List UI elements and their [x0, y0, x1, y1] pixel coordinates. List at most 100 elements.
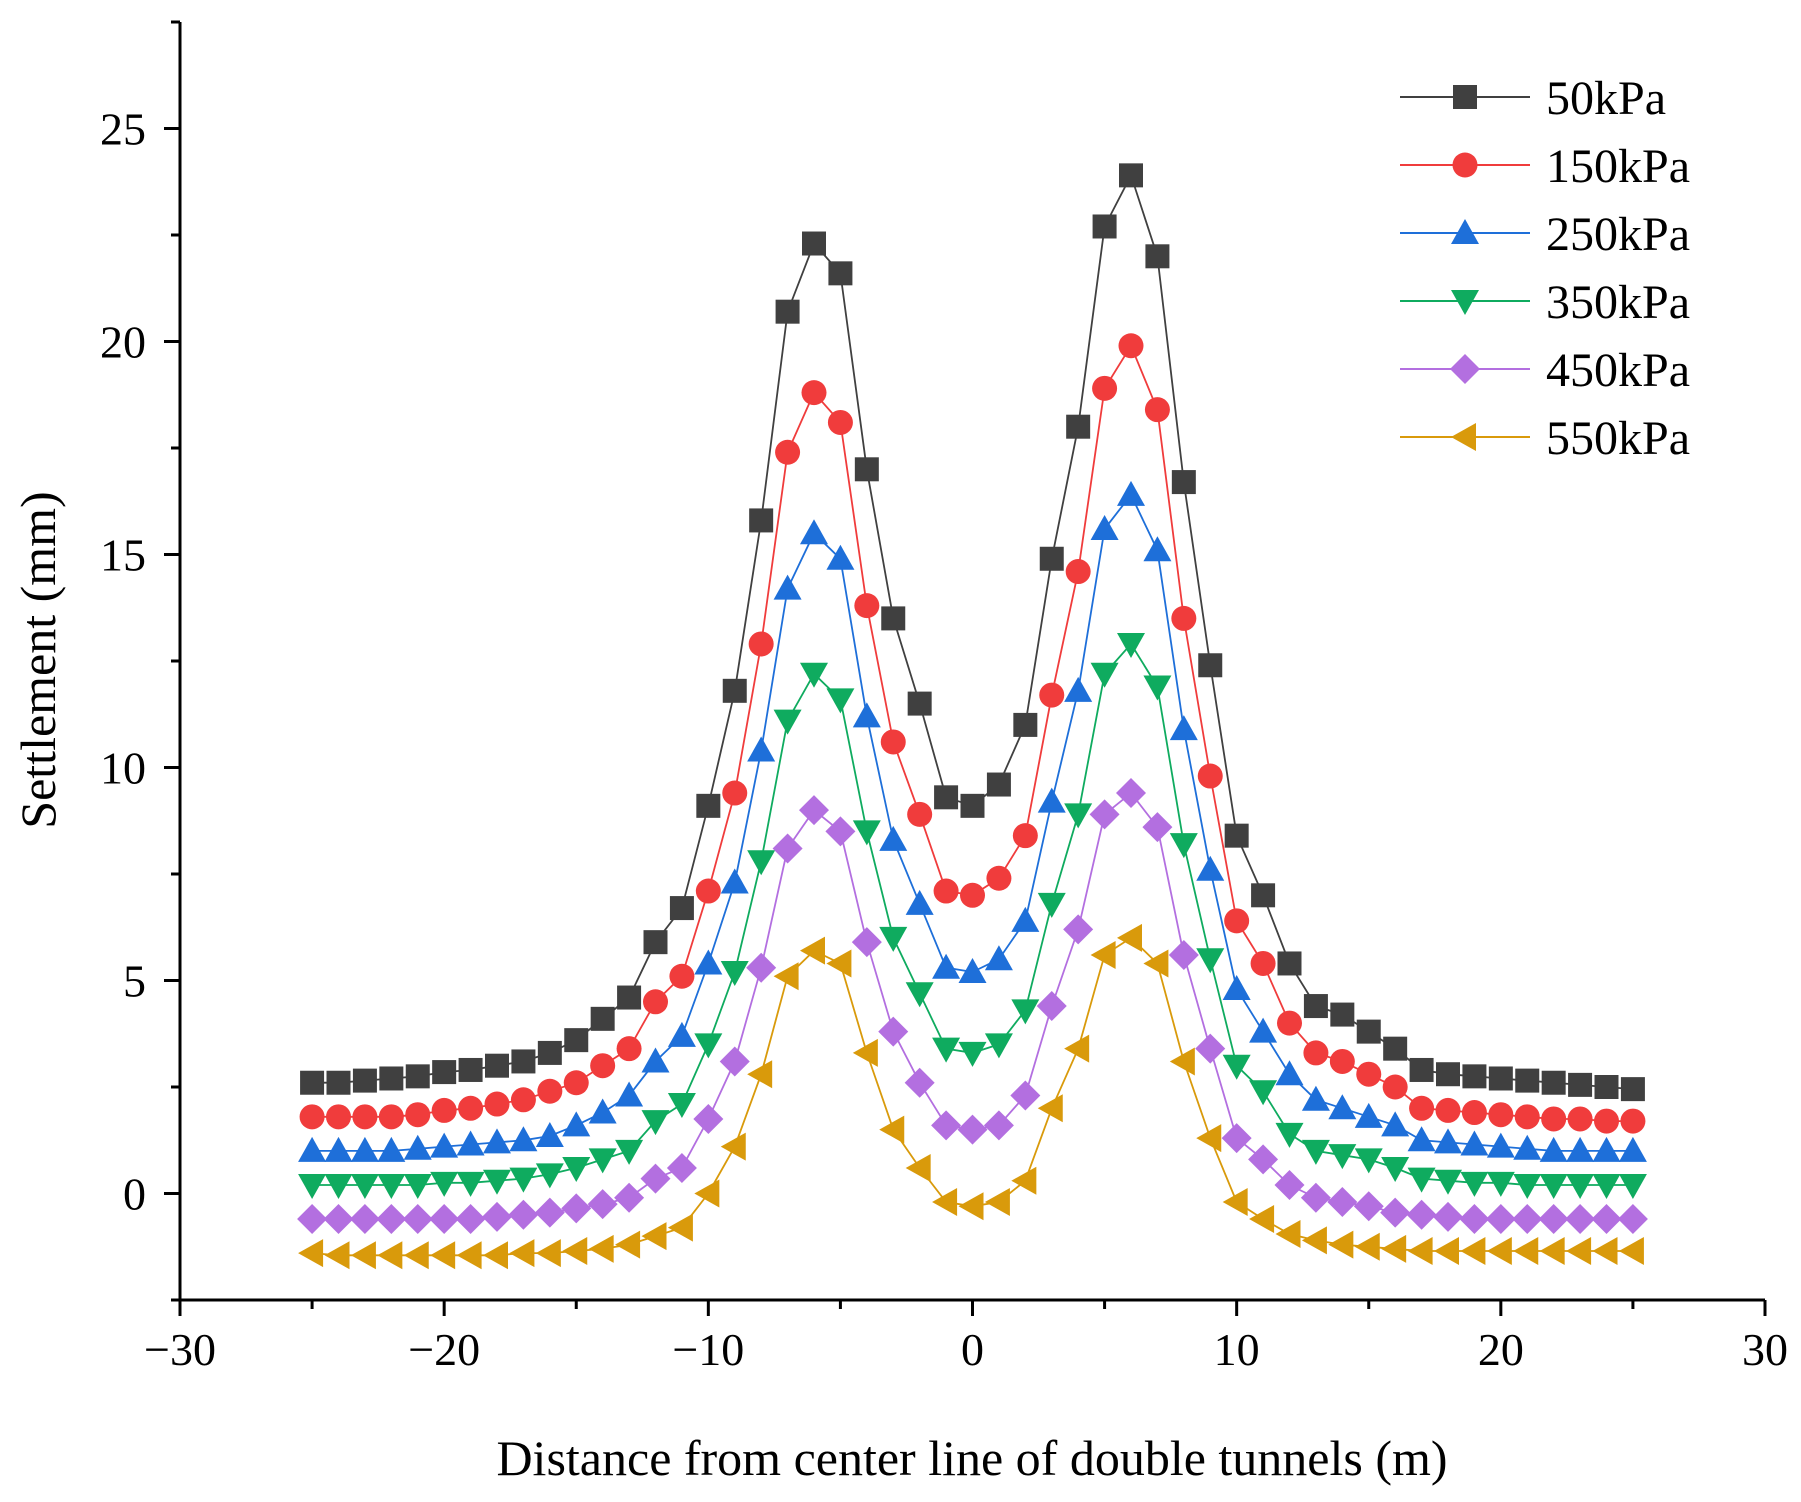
- series-150kPa: [299, 333, 1646, 1134]
- data-point: [1488, 1102, 1514, 1128]
- data-point: [1118, 333, 1144, 359]
- data-point: [1568, 1072, 1593, 1097]
- data-point: [1090, 662, 1119, 688]
- legend-item: 450kPa: [1400, 344, 1690, 397]
- data-point: [1117, 632, 1145, 658]
- data-point: [455, 1204, 486, 1235]
- data-point: [324, 1241, 350, 1270]
- data-point: [800, 936, 825, 965]
- data-point: [1513, 1134, 1542, 1160]
- data-point: [326, 1104, 351, 1130]
- data-point: [694, 1179, 720, 1208]
- data-point: [1381, 1234, 1407, 1263]
- data-point: [1116, 778, 1146, 809]
- data-point: [747, 736, 776, 762]
- data-point: [537, 1078, 563, 1104]
- data-point: [1013, 712, 1038, 737]
- data-point: [323, 1204, 354, 1235]
- data-point: [1330, 1002, 1355, 1027]
- data-point: [1011, 999, 1040, 1025]
- data-point: [957, 1114, 988, 1145]
- data-point: [984, 1033, 1013, 1059]
- data-point: [561, 1193, 592, 1224]
- legend-label: 150kPa: [1546, 140, 1690, 193]
- series-450kPa: [297, 778, 1648, 1235]
- x-tick-label: 0: [961, 1324, 984, 1375]
- data-point: [986, 865, 1012, 891]
- data-point: [1620, 1108, 1646, 1134]
- data-point: [1248, 1144, 1279, 1175]
- data-point: [1539, 1173, 1568, 1199]
- data-point: [1407, 1167, 1436, 1193]
- data-point: [667, 1021, 696, 1047]
- data-point: [1539, 1136, 1568, 1162]
- data-point: [693, 1103, 724, 1134]
- data-point: [1407, 1237, 1433, 1266]
- data-point: [1409, 1057, 1434, 1082]
- legend-label: 550kPa: [1546, 412, 1690, 465]
- data-point: [1169, 1047, 1195, 1076]
- legend-marker: [1451, 219, 1479, 244]
- legend-item: 550kPa: [1400, 412, 1690, 465]
- data-point: [1354, 1148, 1383, 1174]
- data-point: [537, 1040, 562, 1065]
- data-point: [934, 785, 959, 810]
- data-point: [1092, 375, 1118, 401]
- series-line: [312, 173, 1633, 1090]
- data-point: [563, 1070, 589, 1096]
- data-point: [720, 960, 749, 986]
- data-point: [1618, 1237, 1644, 1266]
- data-point: [1459, 1204, 1490, 1235]
- data-point: [509, 1126, 538, 1152]
- data-point: [324, 1136, 353, 1162]
- data-point: [1380, 1197, 1411, 1228]
- data-point: [1168, 939, 1199, 970]
- data-point: [1513, 1237, 1539, 1266]
- legend-item: 150kPa: [1400, 140, 1690, 193]
- data-point: [1301, 1226, 1327, 1255]
- data-point: [564, 1028, 589, 1053]
- data-point: [350, 1241, 376, 1270]
- data-point: [1566, 1237, 1592, 1266]
- data-point: [722, 780, 748, 806]
- data-point: [1434, 1237, 1459, 1266]
- data-point: [854, 593, 880, 619]
- data-point: [402, 1204, 433, 1235]
- data-point: [958, 957, 987, 983]
- data-point: [1594, 1108, 1619, 1134]
- x-axis-ticks: −30 −20 −10 0 10 20 30: [144, 1300, 1788, 1375]
- legend-marker: [1450, 354, 1480, 384]
- data-point: [1354, 1232, 1380, 1261]
- series-line: [312, 642, 1633, 1186]
- data-point: [643, 930, 668, 955]
- series-550kPa: [298, 923, 1644, 1270]
- data-point: [1196, 1124, 1222, 1153]
- data-point: [1591, 1204, 1622, 1235]
- data-point: [405, 1102, 431, 1128]
- data-point: [719, 1046, 750, 1077]
- data-point: [299, 1104, 325, 1130]
- data-point: [482, 1201, 512, 1232]
- data-point: [800, 519, 828, 545]
- data-point: [1092, 214, 1117, 239]
- y-tick-label: 0: [123, 1169, 146, 1220]
- data-point: [1407, 1126, 1436, 1152]
- x-tick-label: 30: [1742, 1324, 1788, 1375]
- data-point: [880, 729, 906, 755]
- data-point: [881, 606, 906, 631]
- data-point: [588, 1098, 617, 1124]
- data-point: [643, 989, 668, 1015]
- data-point: [775, 299, 800, 324]
- data-point: [1142, 812, 1173, 843]
- data-point: [1461, 1100, 1487, 1126]
- data-point: [379, 1066, 404, 1091]
- data-point: [1145, 244, 1170, 269]
- data-point: [905, 982, 934, 1008]
- data-point: [376, 1204, 407, 1235]
- legend-item: 50kPa: [1400, 72, 1666, 125]
- data-point: [986, 772, 1011, 797]
- data-point: [534, 1197, 565, 1228]
- data-point: [430, 1132, 459, 1158]
- data-point: [1169, 833, 1198, 859]
- data-point: [667, 1093, 696, 1119]
